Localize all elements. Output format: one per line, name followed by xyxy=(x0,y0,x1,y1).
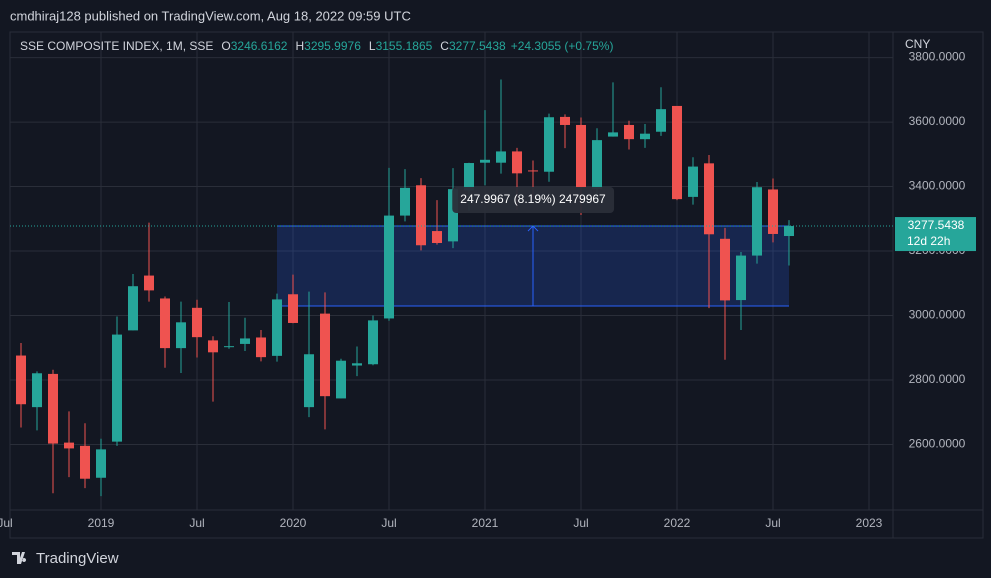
candle-body xyxy=(160,298,170,349)
x-tick-label: Jul xyxy=(189,516,204,530)
legend-title: SSE COMPOSITE INDEX, 1M, SSE xyxy=(20,39,213,53)
candle-body xyxy=(688,166,698,197)
candle-body xyxy=(352,363,362,366)
candle-body xyxy=(464,163,474,191)
x-tick-label: Jul xyxy=(765,516,780,530)
candle-body xyxy=(560,116,570,125)
candle-body xyxy=(592,140,602,190)
brand: TradingView xyxy=(36,550,119,567)
candle-body xyxy=(192,307,202,338)
legend: SSE COMPOSITE INDEX, 1M, SSE O3246.6162 H3… xyxy=(20,39,613,53)
candle-body xyxy=(336,360,346,399)
countdown: 12d 22h xyxy=(907,234,950,248)
candle-body xyxy=(16,355,26,405)
legend-value: 3277.5438 xyxy=(449,39,506,53)
last-price-value: 3277.5438 xyxy=(908,218,965,232)
y-tick-label: 3000.0000 xyxy=(909,308,966,322)
candle-body xyxy=(320,313,330,397)
candle-body xyxy=(768,189,778,234)
candle-body xyxy=(720,238,730,301)
candle-body xyxy=(656,109,666,132)
candle-body xyxy=(112,334,122,442)
measure-label-bg xyxy=(452,187,615,213)
candle-body xyxy=(80,445,90,479)
last-price-tag xyxy=(895,217,976,252)
candle-body xyxy=(784,226,794,237)
candle-body xyxy=(416,185,426,246)
candle-body xyxy=(704,163,714,235)
candle-body xyxy=(480,159,490,163)
candle-body xyxy=(544,117,554,172)
legend-change: +24.3055 (+0.75%) xyxy=(511,39,614,53)
candle-body xyxy=(528,170,538,172)
legend-key: L xyxy=(369,39,376,53)
legend-value: 3246.6162 xyxy=(231,39,288,53)
candle-body xyxy=(624,124,634,140)
chart-frame xyxy=(9,31,984,539)
candle-body xyxy=(96,449,106,478)
candle-body xyxy=(64,442,74,449)
candle-body xyxy=(736,255,746,301)
currency: CNY xyxy=(905,37,930,51)
candle-body xyxy=(672,105,682,200)
candle-body xyxy=(32,373,42,408)
legend-value: 3155.1865 xyxy=(376,39,433,53)
x-tick-label: Jul xyxy=(381,516,396,530)
measure-label: 247.9967 (8.19%) 2479967 xyxy=(460,192,606,206)
candle-body xyxy=(576,124,586,188)
x-tick-label: 2019 xyxy=(88,516,115,530)
plot-area: 247.9967 (8.19%) 2479967 xyxy=(10,79,893,497)
candle-body xyxy=(400,187,410,216)
y-tick-label: 2600.0000 xyxy=(909,437,966,451)
legend-key: C xyxy=(440,39,449,53)
candle-body xyxy=(304,354,314,408)
tradingview-logo xyxy=(12,552,27,564)
candle-body xyxy=(368,320,378,365)
candle-body xyxy=(272,299,282,356)
legend-value: 3295.9976 xyxy=(304,39,361,53)
candle-body xyxy=(208,340,218,353)
candle-body xyxy=(496,151,506,163)
candle-body xyxy=(224,346,234,348)
legend-key: O xyxy=(221,39,230,53)
y-tick-label: 3600.0000 xyxy=(909,114,966,128)
candle-body xyxy=(608,132,618,137)
x-tick-label: 2022 xyxy=(664,516,691,530)
x-tick-label: 2023 xyxy=(856,516,883,530)
candle-body xyxy=(256,337,266,358)
y-tick-label: 2800.0000 xyxy=(909,372,966,386)
candle-body xyxy=(640,133,650,140)
y-tick-label: 3800.0000 xyxy=(909,50,966,64)
candle-body xyxy=(48,373,58,444)
axes: 2600.00002800.00003000.00003200.00003400… xyxy=(0,50,976,530)
published-line: cmdhiraj128 published on TradingView.com… xyxy=(10,8,411,23)
candle-body xyxy=(288,294,298,323)
candle-body xyxy=(128,286,138,331)
x-tick-label: 2021 xyxy=(472,516,499,530)
x-tick-label: Jul xyxy=(573,516,588,530)
candle-body xyxy=(752,187,762,256)
x-tick-label: 2020 xyxy=(280,516,307,530)
footer: TradingView xyxy=(12,550,119,567)
candle-body xyxy=(144,275,154,291)
candle-body xyxy=(384,215,394,319)
candle-body xyxy=(240,338,250,344)
candle-body xyxy=(448,189,458,242)
x-tick-label: Jul xyxy=(0,516,13,530)
candle-body xyxy=(432,231,442,243)
y-tick-label: 3400.0000 xyxy=(909,179,966,193)
candle-body xyxy=(512,151,522,174)
legend-key: H xyxy=(295,39,304,53)
candle-body xyxy=(176,322,186,349)
